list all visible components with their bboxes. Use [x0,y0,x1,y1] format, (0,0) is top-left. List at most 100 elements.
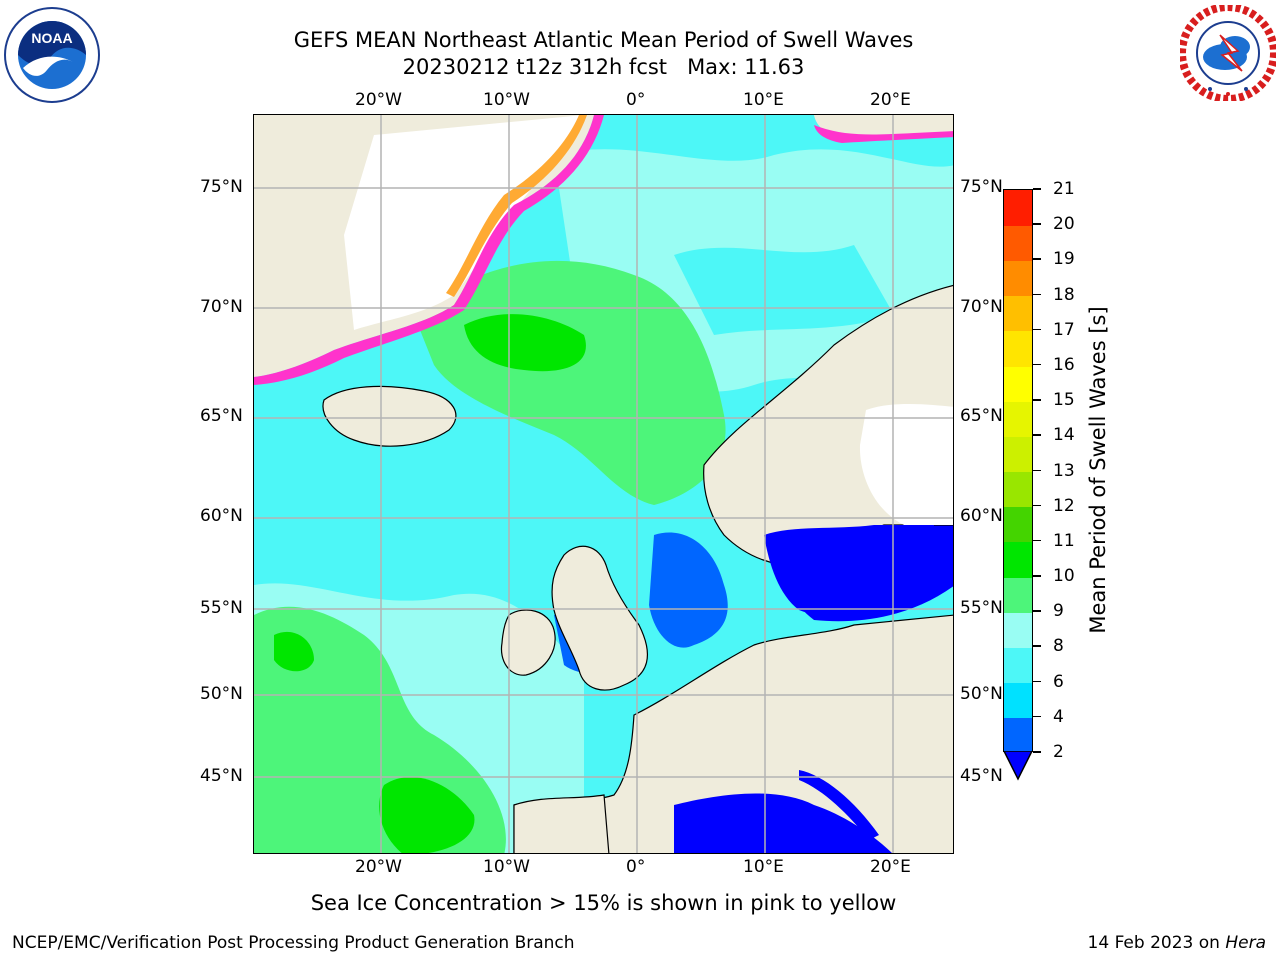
lat-label-left: 70°N [200,297,243,317]
sea-ice-footnote: Sea Ice Concentration > 15% is shown in … [310,891,897,915]
map-panel [253,114,954,854]
colorbar-segment [1004,682,1032,719]
swell-zone-2-4 [649,532,728,648]
credit-producer: NCEP/EMC/Verification Post Processing Pr… [12,933,575,953]
lat-label-left: 55°N [200,598,243,618]
ireland [500,609,556,676]
colorbar-tick-label: 17 [1053,319,1075,340]
iberia [513,794,610,853]
colorbar-tick-mark [1033,293,1041,296]
credit-timestamp: 14 Feb 2023 on Hera [1088,933,1266,953]
adriatic-sea [799,770,879,840]
colorbar-segment [1004,330,1032,367]
colorbar-segment [1004,260,1032,297]
colorbar-tick-label: 6 [1053,671,1064,692]
colorbar [1003,189,1033,752]
colorbar-tick-mark [1033,328,1041,331]
colorbar-segment [1004,295,1032,332]
colorbar-tick-mark [1033,751,1041,753]
colorbar-segment [1004,436,1032,473]
lon-label-bottom: 10°W [483,857,530,877]
lat-label-left: 50°N [200,684,243,704]
lat-label-right: 55°N [960,598,1003,618]
lon-label-top: 0° [626,90,646,110]
svalbard [814,115,953,137]
great-britain [551,545,648,691]
lon-label-top: 20°W [355,90,402,110]
colorbar-tick-label: 21 [1053,179,1075,199]
colorbar-tick-mark [1033,610,1041,612]
lon-label-bottom: 0° [626,857,646,877]
colorbar-tick-mark [1033,504,1041,507]
colorbar-tick-mark [1033,188,1041,190]
colorbar-tick-label: 2 [1053,742,1064,762]
swell-zone-6-8 [674,245,894,335]
colorbar-tick-label: 13 [1053,460,1075,481]
colorbar-segment [1004,506,1032,543]
lat-label-left: 60°N [200,506,243,526]
lon-label-top: 20°E [870,90,911,110]
graticule [254,115,953,853]
colorbar-tick-mark [1033,575,1041,577]
lon-label-bottom: 10°E [743,857,784,877]
gulf-of-bothnia-ice [859,404,953,525]
credit-date: 14 Feb 2023 on [1087,933,1226,953]
colorbar-tick-label: 20 [1053,214,1075,235]
mediterranean-sea [674,793,892,853]
lon-label-top: 10°E [743,90,784,110]
lat-label-right: 75°N [960,177,1003,197]
colorbar-tick-label: 11 [1053,530,1075,551]
nws-logo [1180,5,1276,101]
lat-label-right: 70°N [960,297,1003,317]
lon-label-bottom: 20°E [870,857,911,877]
colorbar-segment [1004,365,1032,402]
colorbar-tick-mark [1033,363,1041,366]
colorbar-segment [1004,647,1032,684]
colorbar-tick-label: 19 [1053,249,1075,270]
noaa-logo: NOAA [4,7,100,103]
colorbar-label: Mean Period of Swell Waves [s] [1086,306,1110,634]
lat-label-left: 65°N [200,406,243,426]
colorbar-segment [1004,717,1032,751]
swell-period-map [254,115,953,853]
noaa-logo-text: NOAA [31,30,72,46]
lat-label-left: 45°N [200,766,243,786]
greenland-ice-sheet [344,115,584,330]
colorbar-tick-mark [1033,680,1041,683]
colorbar-extend-arrow [1003,751,1033,781]
colorbar-tick-mark [1033,469,1041,471]
lat-label-left: 75°N [200,177,243,197]
colorbar-tick-label: 8 [1053,636,1064,657]
colorbar-tick-label: 9 [1053,601,1064,622]
sea-ice-edge [446,115,587,297]
colorbar-segment [1004,401,1032,437]
lon-label-bottom: 20°W [355,857,402,877]
lat-label-right: 60°N [960,506,1003,526]
colorbar-tick-label: 12 [1053,495,1075,516]
iceland [322,385,457,447]
colorbar-segment [1004,612,1032,649]
colorbar-tick-label: 15 [1053,390,1075,411]
colorbar-tick-mark [1033,715,1041,718]
swell-zone-10-11 [379,776,475,853]
colorbar-tick-label: 4 [1053,706,1064,727]
colorbar-tick-mark [1033,645,1041,647]
colorbar-tick-mark [1033,399,1041,401]
colorbar-segment [1004,471,1032,508]
colorbar-segment [1004,190,1032,226]
colorbar-segment [1004,577,1032,613]
swell-zone-10-11 [274,631,314,672]
lat-label-right: 45°N [960,766,1003,786]
continental-europe [513,614,953,853]
lon-label-top: 10°W [483,90,530,110]
colorbar-tick-mark [1033,258,1041,260]
colorbar-tick-mark [1033,223,1041,225]
colorbar-tick-label: 14 [1053,425,1075,446]
colorbar-tick-label: 18 [1053,284,1075,305]
swell-zone-10-11 [464,314,586,372]
colorbar-tick-mark [1033,434,1041,436]
baltic-sea [764,525,934,617]
lat-label-right: 65°N [960,406,1003,426]
map-title: GEFS MEAN Northeast Atlantic Mean Period… [293,28,914,52]
colorbar-tick-label: 10 [1053,566,1075,587]
